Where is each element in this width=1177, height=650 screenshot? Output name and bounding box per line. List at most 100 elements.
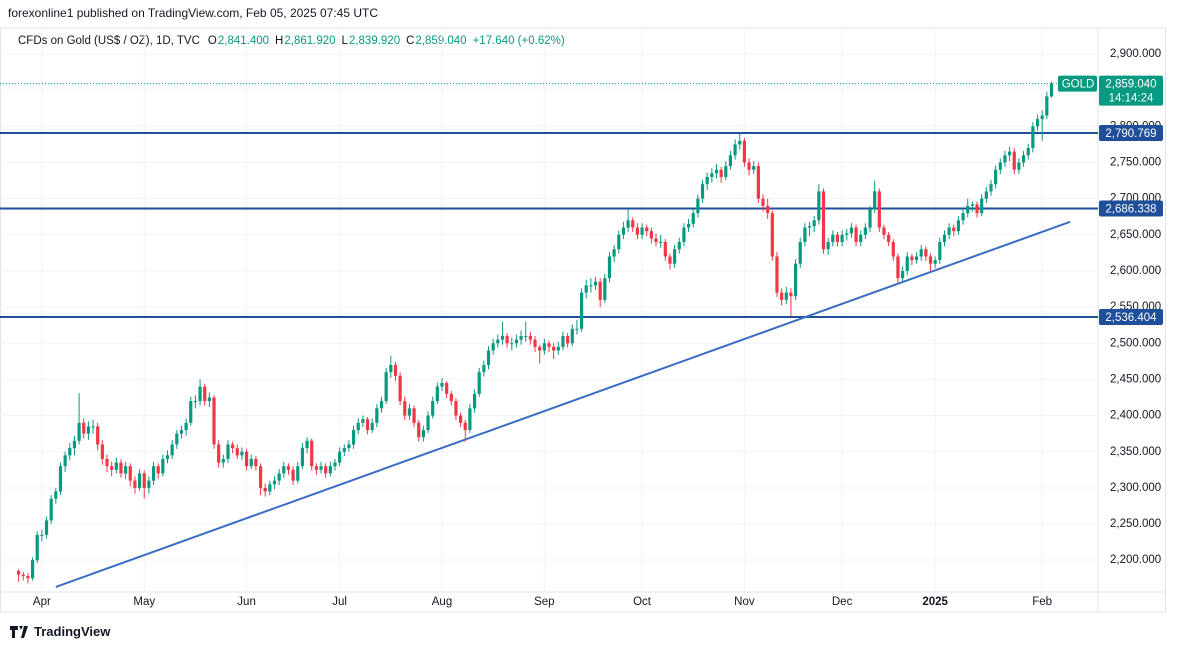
candle-body: [668, 256, 672, 264]
y-tick-label: 2,450.000: [1110, 373, 1161, 385]
candle-body: [873, 191, 877, 210]
candle-body: [659, 242, 663, 244]
ohlc-key: C: [406, 35, 415, 47]
candle-body: [747, 162, 751, 170]
candle-body: [877, 191, 881, 228]
candle-body: [621, 227, 626, 235]
candle-body: [82, 422, 86, 434]
candle-body: [984, 191, 988, 199]
candle-body: [519, 336, 523, 340]
candle-body: [179, 430, 184, 434]
ohlc-value: 2,861.920: [284, 35, 336, 47]
candle-body: [72, 440, 77, 449]
candle-body: [165, 455, 170, 459]
candle-body: [403, 401, 407, 416]
candle-body: [496, 339, 500, 344]
candle-body: [26, 576, 30, 579]
candle-body: [505, 336, 509, 344]
candle-body: [207, 397, 211, 402]
candle-body: [268, 484, 272, 492]
candle-body: [673, 249, 677, 264]
candle-body: [570, 328, 574, 344]
candle-body: [645, 227, 649, 232]
candle-body: [891, 242, 895, 257]
candle-body: [575, 328, 579, 330]
candle-body: [1045, 96, 1049, 116]
candle-body: [398, 375, 402, 402]
candle-body: [980, 198, 984, 214]
candle-body: [617, 234, 621, 250]
candle-body: [226, 444, 230, 459]
candle-body: [882, 227, 886, 235]
level-price-label: 2,536.404: [1105, 312, 1157, 324]
publish-info: forexonline1 published on TradingView.co…: [8, 6, 379, 20]
symbol-legend: CFDs on Gold (US$ / OZ), 1D, TVC O2,841.4…: [18, 35, 571, 47]
candle-body: [966, 205, 970, 214]
candle-body: [784, 292, 788, 300]
x-tick-label: Sep: [534, 596, 554, 608]
candle-body: [654, 238, 658, 243]
candle-body: [579, 292, 584, 329]
candle-body: [221, 458, 225, 463]
candle-body: [175, 433, 179, 445]
brand-logo: [10, 625, 28, 638]
candle-body: [710, 173, 714, 177]
candle-body: [477, 372, 481, 394]
candle-body: [463, 422, 467, 431]
candle-body: [607, 256, 612, 279]
candle-body: [952, 227, 956, 232]
candle-body: [305, 440, 309, 449]
candle-body: [310, 440, 314, 467]
candle-body: [431, 401, 435, 416]
candle-body: [900, 270, 905, 279]
candle-body: [30, 560, 35, 579]
candle-body: [868, 209, 872, 228]
candle-body: [35, 534, 39, 561]
last-price-label: 2,859.040: [1105, 79, 1156, 91]
candle-body: [40, 534, 44, 536]
candle-body: [942, 234, 947, 243]
candle-body: [421, 430, 425, 438]
candle-body: [328, 466, 332, 474]
candle-body: [426, 415, 430, 431]
candle-body: [677, 242, 681, 250]
candle-body: [282, 466, 286, 474]
level-price-box: [1099, 200, 1163, 217]
countdown-label: 14:14:24: [1109, 93, 1154, 105]
candle-body: [533, 339, 537, 347]
candle-body: [1017, 162, 1021, 170]
candle-body: [924, 249, 928, 257]
candle-body: [468, 408, 472, 431]
x-tick-label: Oct: [633, 596, 652, 608]
ohlc-key: H: [275, 35, 284, 47]
candle-body: [324, 466, 328, 474]
candle-body: [482, 364, 486, 373]
candle-body: [361, 419, 365, 423]
candle-body: [896, 256, 900, 279]
candle-body: [240, 451, 244, 456]
ohlc-value: 2,841.400: [217, 35, 270, 47]
ohlc-key: O: [207, 35, 217, 47]
x-tick-label: Jul: [332, 596, 347, 608]
candle-body: [319, 466, 323, 470]
candle-body: [17, 571, 21, 575]
candle-body: [547, 343, 551, 347]
candle-body: [793, 263, 798, 297]
candle-body: [500, 336, 505, 340]
candle-body: [272, 480, 277, 485]
candle-body: [752, 166, 756, 170]
candle-body: [258, 466, 263, 488]
last-price-box: [1099, 75, 1163, 106]
ohlc-value: 2,859.040: [415, 35, 467, 47]
candle-body: [100, 444, 104, 459]
candle-body: [54, 491, 58, 499]
candle-body: [189, 401, 193, 423]
candle-body: [347, 444, 351, 449]
y-tick-label: 2,200.000: [1110, 554, 1161, 566]
candle-body: [68, 448, 72, 456]
candle-body: [459, 415, 463, 423]
candle-body: [133, 480, 137, 488]
candle-body: [928, 256, 933, 264]
candle-body: [682, 227, 686, 243]
